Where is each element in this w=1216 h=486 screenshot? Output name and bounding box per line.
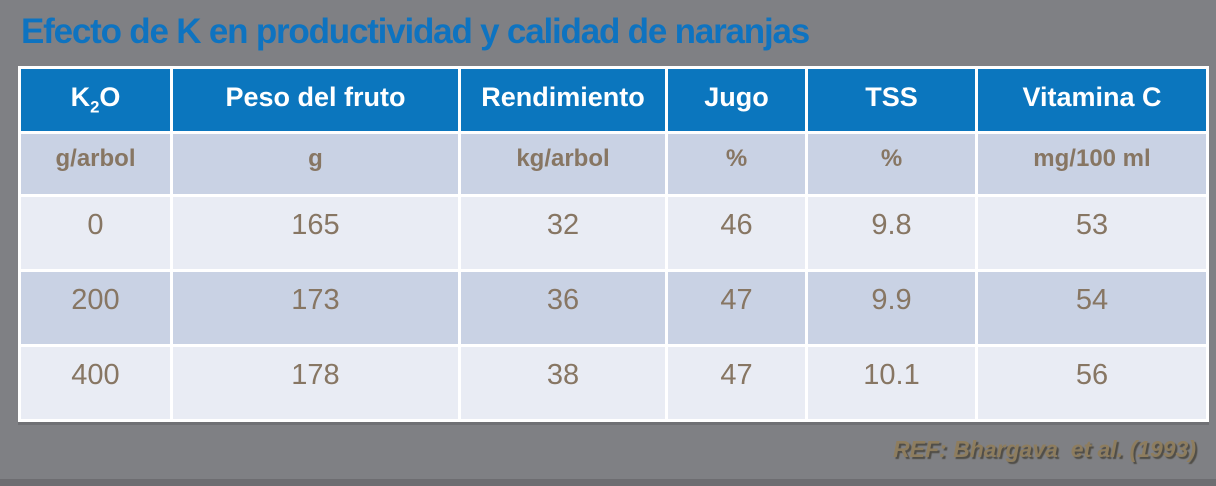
table-cell: 56 xyxy=(975,344,1209,422)
table-cell: 9.9 xyxy=(805,269,978,347)
table-cell: 47 xyxy=(665,269,808,347)
table-row-200: 200 173 36 47 9.9 54 xyxy=(18,269,1209,347)
k2o-base: K xyxy=(70,82,91,112)
table-cell: 53 xyxy=(975,194,1209,272)
column-header-rendimiento: Rendimiento xyxy=(458,66,668,134)
table-cell: 0 xyxy=(18,194,173,272)
units-row: g/arbol g kg/arbol % % mg/100 ml xyxy=(18,131,1209,197)
page-title: Efecto de K en productividad y calidad d… xyxy=(21,12,810,51)
unit-cell-tss: % xyxy=(805,131,978,197)
table-row-400: 400 178 38 47 10.1 56 xyxy=(18,344,1209,422)
k2o-subscript: 2 xyxy=(90,97,100,117)
data-table: K2O Peso del fruto Rendimiento Jugo TSS … xyxy=(18,66,1209,422)
unit-cell-vitamina-c: mg/100 ml xyxy=(975,131,1209,197)
table-cell: 10.1 xyxy=(805,344,978,422)
unit-cell-jugo: % xyxy=(665,131,808,197)
column-header-tss: TSS xyxy=(805,66,978,134)
table-cell: 47 xyxy=(665,344,808,422)
table-cell: 38 xyxy=(458,344,668,422)
table-cell: 32 xyxy=(458,194,668,272)
table-cell: 178 xyxy=(170,344,461,422)
k2o-tail: O xyxy=(99,82,121,112)
table-cell: 165 xyxy=(170,194,461,272)
header-row: K2O Peso del fruto Rendimiento Jugo TSS … xyxy=(18,66,1209,134)
table-row-0: 0 165 32 46 9.8 53 xyxy=(18,194,1209,272)
table-cell: 9.8 xyxy=(805,194,978,272)
unit-cell-peso: g xyxy=(170,131,461,197)
table-cell: 46 xyxy=(665,194,808,272)
table-cell: 400 xyxy=(18,344,173,422)
table-cell: 36 xyxy=(458,269,668,347)
column-header-k2o: K2O xyxy=(18,66,173,134)
reference-text: REF: Bhargava et al. (1993) xyxy=(893,436,1196,462)
table-cell: 173 xyxy=(170,269,461,347)
table-cell: 200 xyxy=(18,269,173,347)
table-cell: 54 xyxy=(975,269,1209,347)
column-header-peso-del-fruto: Peso del fruto xyxy=(170,66,461,134)
column-header-vitamina-c: Vitamina C xyxy=(975,66,1209,134)
bottom-edge-strip xyxy=(0,479,1216,486)
unit-cell-k2o: g/arbol xyxy=(18,131,173,197)
column-header-jugo: Jugo xyxy=(665,66,808,134)
unit-cell-rendimiento: kg/arbol xyxy=(458,131,668,197)
